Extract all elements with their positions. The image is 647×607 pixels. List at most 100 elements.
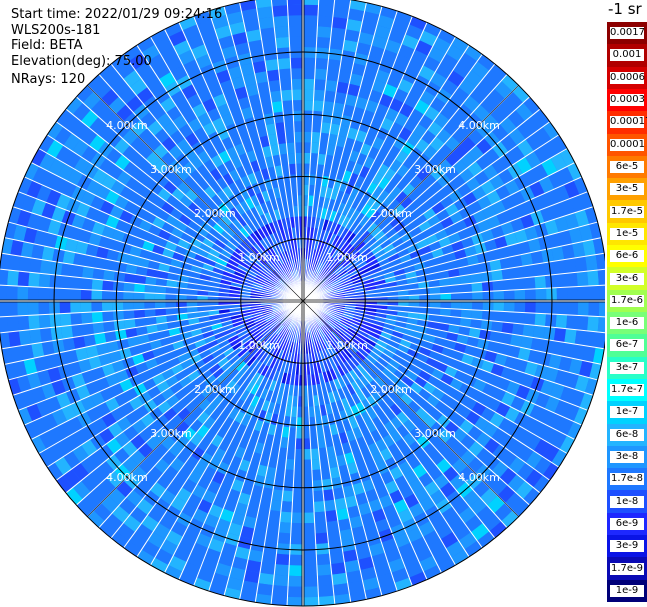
ray-separator: [302, 221, 598, 302]
range-gate: [259, 213, 269, 226]
range-gate: [416, 352, 429, 364]
range-gate: [556, 287, 568, 301]
range-gate: [254, 518, 269, 531]
range-gate: [307, 385, 313, 397]
range-gate: [234, 344, 246, 355]
range-gate: [47, 121, 64, 140]
range-gate: [438, 315, 451, 325]
range-gate: [64, 238, 79, 253]
range-gate: [256, 464, 268, 477]
ray-separator: [302, 300, 483, 549]
range-gate: [212, 223, 225, 235]
range-gate: [189, 353, 203, 365]
range-gate: [303, 99, 314, 111]
range-gate: [344, 559, 361, 573]
range-gate: [324, 348, 332, 360]
range-gate: [136, 86, 154, 104]
range-gate: [63, 114, 81, 134]
range-gate: [314, 352, 320, 364]
range-gate: [230, 478, 245, 493]
range-gate: [155, 308, 167, 317]
range-gate: [36, 184, 52, 203]
range-gate: [340, 114, 353, 128]
ray-separator: [0, 300, 304, 334]
ray-separator: [150, 300, 304, 566]
range-gate: [258, 497, 272, 511]
range-gate: [574, 209, 590, 228]
range-gate: [368, 241, 381, 252]
range-gate: [111, 359, 126, 374]
range-gate: [278, 265, 286, 276]
diagonal-line: [87, 85, 519, 517]
range-gate: [525, 468, 543, 488]
range-gate: [520, 372, 535, 389]
range-gate: [356, 226, 367, 239]
range-gate: [431, 368, 445, 381]
range-gate: [347, 266, 358, 275]
range-gate: [234, 546, 251, 560]
range-gate: [244, 472, 257, 485]
range-gate: [416, 152, 431, 168]
range-gate: [434, 400, 449, 415]
range-gate: [345, 218, 355, 231]
range-gate: [99, 387, 115, 402]
range-gate: [38, 314, 51, 329]
range-gate: [360, 203, 372, 216]
range-gate: [324, 154, 334, 167]
range-gate: [384, 39, 402, 55]
range-gate: [285, 458, 295, 471]
range-gate: [508, 127, 526, 146]
range-gate: [321, 241, 329, 253]
ray-separator: [0, 268, 304, 302]
range-gate: [330, 315, 341, 323]
range-gate: [342, 243, 353, 254]
range-gate: [349, 73, 364, 87]
range-gate: [90, 391, 106, 407]
range-gate: [330, 279, 341, 287]
range-gate: [478, 329, 492, 341]
range-gate: [269, 90, 282, 103]
range-gate: [428, 314, 440, 323]
range-gate: [220, 375, 233, 388]
range-gate: [477, 369, 491, 383]
colorbar-tick-label: 1e-9: [610, 584, 644, 597]
range-gate: [410, 536, 428, 553]
range-gate: [265, 315, 276, 323]
range-gate: [355, 389, 367, 402]
range-gate: [452, 86, 470, 104]
range-gate: [95, 210, 110, 226]
range-gate: [515, 156, 533, 175]
range-gate: [279, 511, 292, 523]
range-gate: [338, 272, 349, 280]
range-gate: [198, 190, 211, 204]
range-gate: [447, 515, 465, 532]
range-gate: [377, 176, 391, 190]
range-gate: [458, 506, 477, 524]
range-gate: [81, 217, 96, 233]
range-gate: [247, 462, 260, 475]
range-gate: [371, 245, 383, 255]
range-gate: [452, 523, 471, 541]
range-gate: [197, 437, 211, 452]
range-gate: [71, 264, 84, 278]
range-gate: [388, 29, 406, 45]
range-gate: [262, 285, 274, 292]
range-gate: [274, 425, 284, 437]
range-ring-label: 4.00km: [458, 471, 500, 484]
range-gate: [435, 522, 453, 540]
range-gate: [100, 495, 119, 514]
range-gate: [338, 322, 349, 330]
range-gate: [252, 282, 264, 288]
range-gate: [136, 36, 155, 53]
range-gate: [267, 332, 277, 343]
instrument-label: WLS200s-181: [11, 23, 101, 38]
range-gate: [320, 338, 328, 350]
range-gate: [319, 350, 326, 362]
range-gate: [287, 330, 294, 342]
range-gate: [37, 369, 52, 387]
range-gate: [156, 322, 169, 332]
range-gate: [548, 412, 565, 431]
range-gate: [243, 18, 260, 32]
range-gate: [357, 329, 369, 339]
range-gate: [393, 498, 409, 514]
